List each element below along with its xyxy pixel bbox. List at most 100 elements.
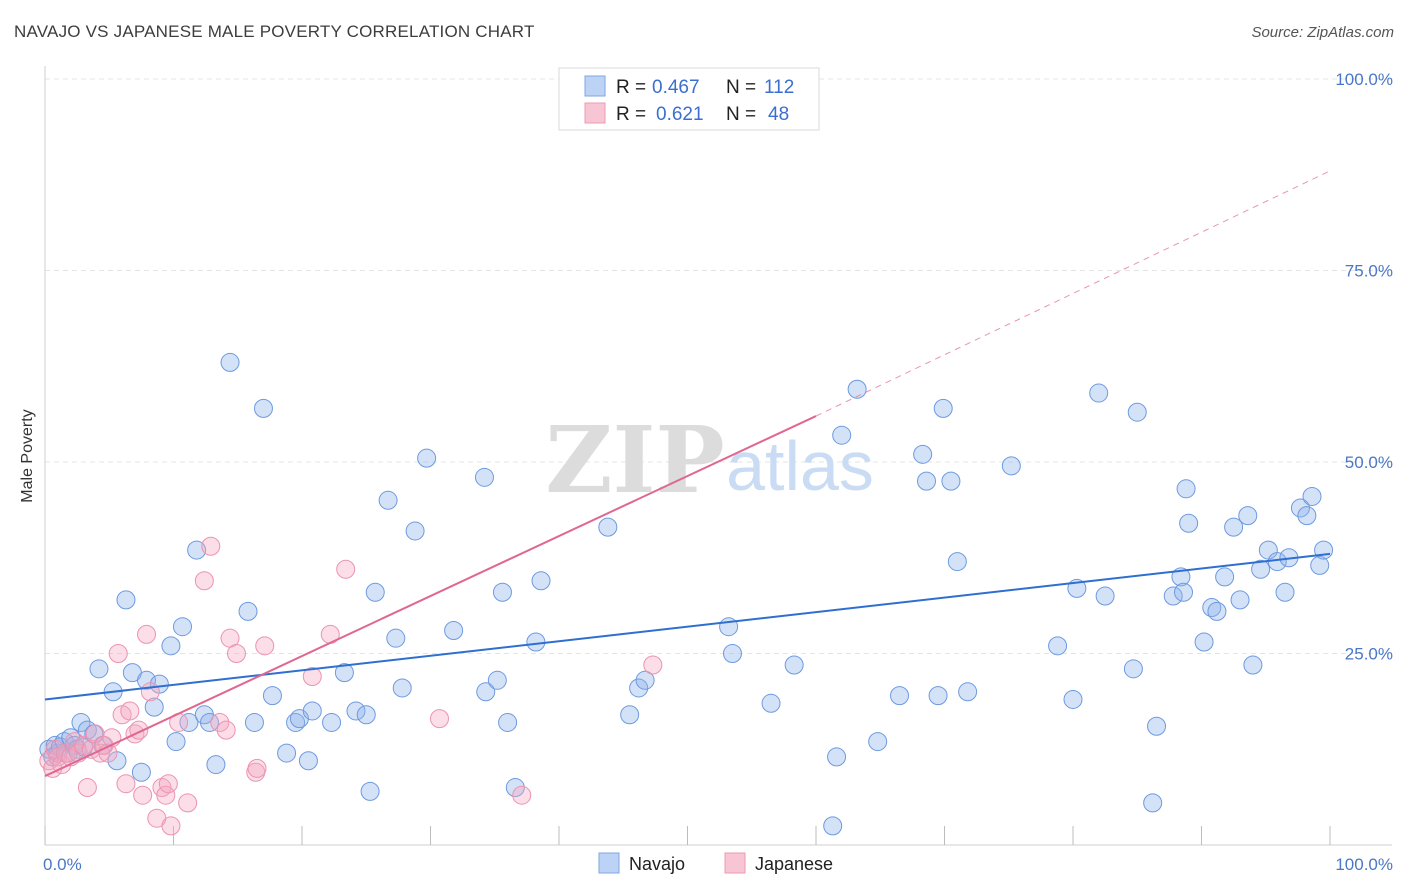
navajo-point [1275, 582, 1295, 602]
navajo-point [1163, 586, 1183, 606]
navajo-point [1063, 689, 1083, 709]
japanese-point [255, 636, 275, 656]
navajo-point [1297, 506, 1317, 526]
navajo-point [137, 670, 157, 690]
japanese-point [194, 571, 214, 591]
navajo-point [172, 617, 192, 637]
navajo-point [1176, 479, 1196, 499]
y-tick-label-75: 75.0% [1345, 262, 1393, 281]
navajo-point [244, 712, 264, 732]
japanese-legend-swatch [584, 102, 606, 124]
stats-legend: R = 0.467 N = 112 R = 0.621 N = 48 [558, 67, 820, 131]
navajo-point [166, 732, 186, 752]
navajo-point [823, 816, 843, 836]
navajo-point [116, 590, 136, 610]
chart-source: Source: ZipAtlas.com [1251, 24, 1394, 41]
navajo-point [598, 517, 618, 537]
japanese-r-label: R = [616, 104, 646, 125]
navajo-point [1194, 632, 1214, 652]
navajo-point [474, 467, 494, 487]
navajo-point [356, 705, 376, 725]
bottom-legend: Navajo Japanese [598, 852, 833, 874]
y-tick-label-50: 50.0% [1345, 453, 1393, 472]
navajo-point [144, 697, 164, 717]
japanese-point [512, 785, 532, 805]
navajo-point [635, 670, 655, 690]
navajo-point [784, 655, 804, 675]
navajo-point [1143, 793, 1163, 813]
axes [44, 66, 1392, 846]
navajo-point [417, 448, 437, 468]
japanese-n-value: 48 [768, 104, 789, 125]
navajo-point [1127, 402, 1147, 422]
japanese-point [140, 682, 160, 702]
navajo-point [1147, 716, 1167, 736]
navajo-point [958, 682, 978, 702]
navajo-point [1238, 506, 1258, 526]
navajo-point [238, 601, 258, 621]
navajo-point [1207, 601, 1227, 621]
navajo-point [199, 712, 219, 732]
japanese-point [161, 816, 181, 836]
navajo-point [1215, 567, 1235, 587]
navajo-point [1290, 498, 1310, 518]
navajo-point [277, 743, 297, 763]
navajo-point [827, 747, 847, 767]
navajo-point [360, 781, 380, 801]
japanese-point [77, 778, 97, 798]
japanese-point [643, 655, 663, 675]
navajo-point [531, 571, 551, 591]
navajo-n-value: 112 [764, 77, 794, 98]
japanese-point [216, 720, 236, 740]
bottom-legend-japanese-swatch [724, 852, 746, 874]
navajo-point [1174, 582, 1194, 602]
japanese-point [120, 701, 140, 721]
japanese-point [116, 774, 136, 794]
japanese-point [137, 624, 157, 644]
navajo-point [526, 632, 546, 652]
japanese-n-label: N = [726, 104, 756, 125]
bottom-legend-japanese-label: Japanese [755, 854, 833, 874]
trend-lines [44, 170, 1331, 777]
navajo-point [262, 686, 282, 706]
navajo-point [392, 678, 412, 698]
navajo-trend-line [44, 552, 1331, 701]
y-tick-label-100: 100.0% [1335, 70, 1393, 89]
japanese-point [429, 709, 449, 729]
navajo-point [1171, 567, 1191, 587]
navajo-point [1095, 586, 1115, 606]
navajo-point [629, 678, 649, 698]
navajo-point [386, 628, 406, 648]
grid-lines [45, 78, 1392, 654]
navajo-point [365, 582, 385, 602]
navajo-point [298, 751, 318, 771]
navajo-point [505, 778, 525, 798]
japanese-point [158, 774, 178, 794]
chart-title: NAVAJO VS JAPANESE MALE POVERTY CORRELAT… [14, 22, 535, 41]
watermark-zip: ZIP [545, 406, 724, 514]
japanese-point [201, 536, 221, 556]
navajo-point [941, 471, 961, 491]
navajo-point [346, 701, 366, 721]
navajo-point [847, 379, 867, 399]
navajo-point [322, 712, 342, 732]
navajo-point [1001, 456, 1021, 476]
navajo-point [286, 712, 306, 732]
navajo-point [1310, 555, 1330, 575]
navajo-point [161, 636, 181, 656]
navajo-point [131, 762, 151, 782]
navajo-point [933, 398, 953, 418]
navajo-point [89, 659, 109, 679]
navajo-point [71, 712, 91, 732]
japanese-r-value: 0.621 [656, 104, 704, 125]
navajo-point [620, 705, 640, 725]
navajo-point [405, 521, 425, 541]
japanese-point [247, 758, 267, 778]
navajo-point [476, 682, 496, 702]
bottom-legend-navajo-swatch [598, 852, 620, 874]
navajo-point [1243, 655, 1263, 675]
navajo-n-label: N = [726, 77, 756, 98]
navajo-point [302, 701, 322, 721]
navajo-point [1224, 517, 1244, 537]
watermark: ZIP atlas [545, 406, 874, 514]
